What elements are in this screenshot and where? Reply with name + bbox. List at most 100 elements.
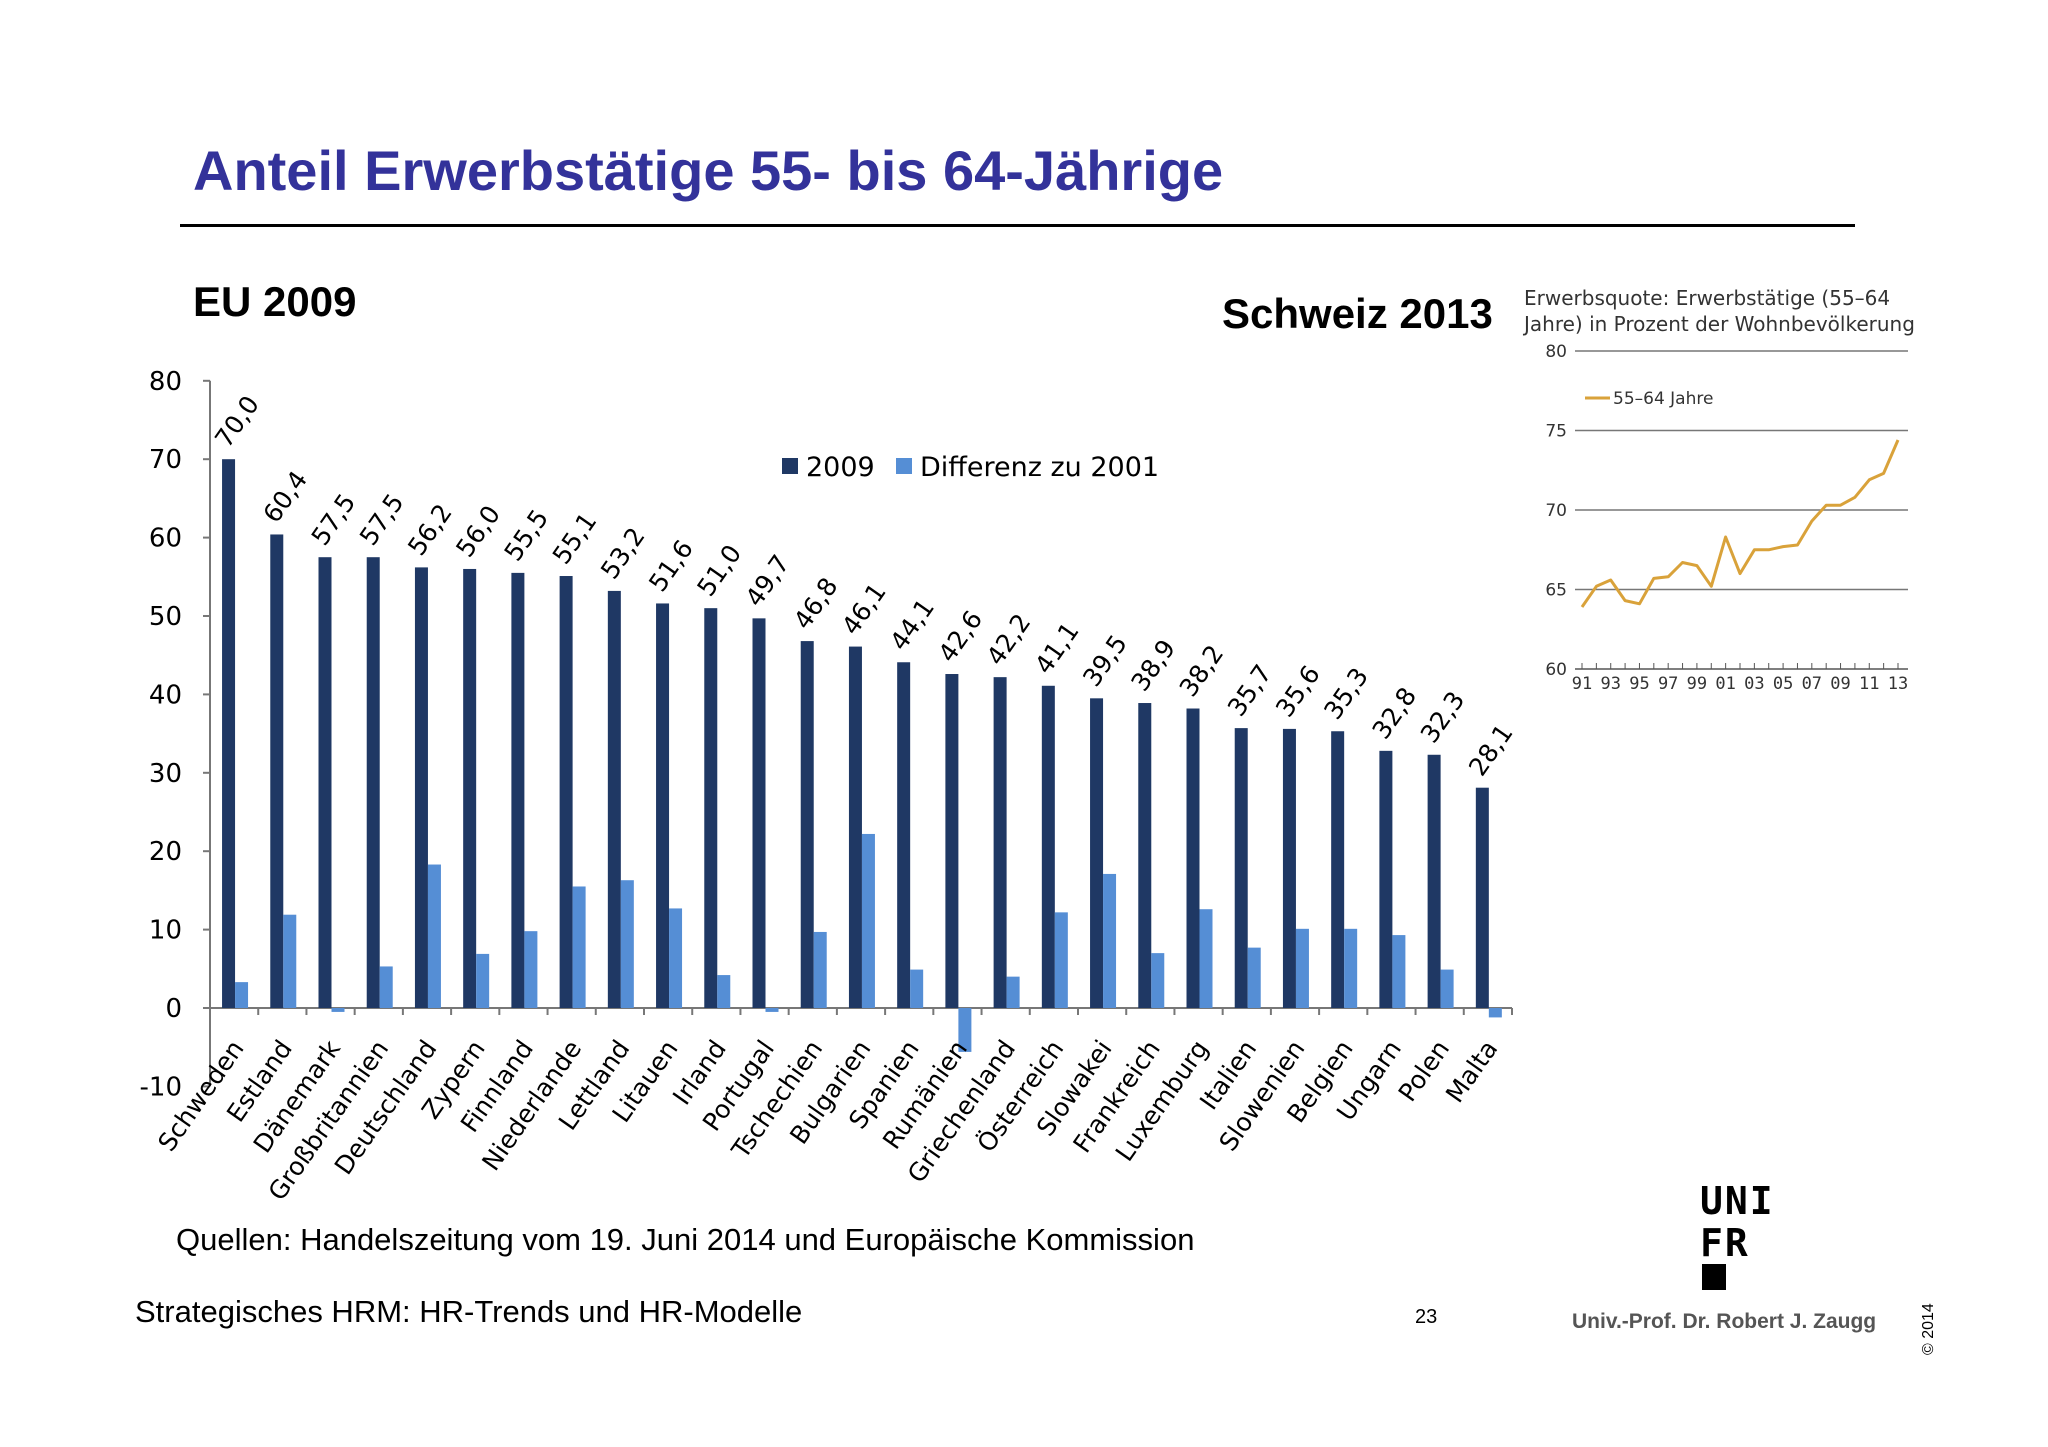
logo-text-uni: UNI	[1700, 1180, 1775, 1223]
bar-2009	[1282, 728, 1296, 1008]
bar-2009	[1427, 754, 1441, 1008]
bar-2009	[656, 603, 670, 1008]
bar-2009	[607, 590, 621, 1008]
ch-x-tick-label: 07	[1802, 674, 1822, 694]
logo-text-fr: FR	[1700, 1221, 1750, 1265]
bar-2009	[559, 576, 573, 1008]
bar-diff	[717, 975, 731, 1008]
bar-2009	[1331, 731, 1345, 1008]
bar-value-label: 35,3	[1318, 662, 1374, 724]
ch-x-tick-label: 95	[1629, 674, 1649, 694]
y-tick-label: 80	[149, 367, 182, 397]
bar-value-label: 38,2	[1174, 640, 1230, 702]
bar-diff	[1054, 912, 1068, 1008]
ch-chart-title: Jahre) in Prozent der Wohnbevölkerung	[1522, 312, 1915, 336]
y-tick-label: -10	[140, 1072, 182, 1102]
bar-diff	[765, 1008, 779, 1012]
legend-label-2009: 2009	[806, 452, 875, 483]
bar-value-label: 35,6	[1270, 660, 1326, 722]
bar-2009	[800, 641, 814, 1008]
eu-section-title: EU 2009	[193, 278, 357, 325]
bar-value-label: 51,6	[643, 535, 699, 597]
y-tick-label: 0	[165, 994, 182, 1024]
legend-label-diff: Differenz zu 2001	[920, 452, 1159, 483]
course-title: Strategisches HRM: HR-Trends und HR-Mode…	[135, 1294, 803, 1329]
bar-value-label: 55,5	[499, 504, 555, 566]
bar-value-label: 56,2	[402, 499, 458, 561]
bar-2009	[318, 557, 332, 1008]
legend-swatch-diff	[896, 458, 912, 474]
ch-series-line	[1580, 439, 1900, 608]
bar-2009	[1041, 685, 1055, 1008]
bar-diff	[1199, 909, 1213, 1008]
bar-diff	[958, 1008, 972, 1052]
page-number: 23	[1415, 1306, 1438, 1328]
bar-diff	[379, 966, 393, 1008]
bar-2009	[752, 618, 766, 1008]
ch-section-title: Schweiz 2013	[1222, 290, 1493, 337]
ch-x-tick-label: 11	[1859, 674, 1879, 694]
bar-value-label: 38,9	[1125, 634, 1181, 696]
y-tick-label: 10	[149, 916, 182, 946]
bar-2009	[993, 677, 1007, 1008]
ch-y-tick-label: 80	[1545, 342, 1567, 362]
source-note: Quellen: Handelszeitung vom 19. Juni 201…	[176, 1222, 1195, 1257]
bar-value-label: 57,5	[306, 488, 362, 550]
bar-value-label: 46,8	[788, 572, 844, 634]
bar-diff	[1103, 873, 1117, 1008]
bar-2009	[1138, 703, 1152, 1008]
bar-value-label: 42,2	[981, 608, 1037, 670]
ch-line-chart: Erwerbsquote: Erwerbstätige (55–64Jahre)…	[1522, 286, 1915, 694]
bar-diff	[910, 969, 924, 1008]
bar-diff	[331, 1008, 345, 1012]
bar-diff	[476, 953, 490, 1008]
bar-value-label: 49,7	[740, 550, 796, 612]
ch-legend-label: 55–64 Jahre	[1613, 389, 1713, 409]
y-tick-label: 40	[149, 680, 182, 710]
bar-value-label: 44,1	[884, 593, 940, 655]
ch-x-tick-label: 09	[1830, 674, 1850, 694]
bar-diff	[1344, 928, 1358, 1008]
ch-x-tick-label: 93	[1600, 674, 1620, 694]
legend-swatch-2009	[782, 458, 798, 474]
ch-x-tick-label: 91	[1572, 674, 1592, 694]
bar-2009	[1186, 708, 1200, 1008]
bar-2009	[1090, 698, 1104, 1008]
bar-diff	[861, 833, 875, 1008]
bar-value-label: 51,0	[691, 539, 747, 601]
bar-value-label: 35,7	[1222, 659, 1278, 721]
bar-2009	[897, 662, 911, 1008]
y-tick-label: 70	[149, 445, 182, 475]
bar-diff	[1006, 976, 1020, 1008]
bar-2009	[366, 557, 380, 1008]
bar-diff	[620, 880, 634, 1008]
ch-x-tick-label: 99	[1687, 674, 1707, 694]
bar-2009	[414, 567, 428, 1008]
bar-diff	[1295, 928, 1309, 1008]
copyright-note: © 2014	[1920, 1303, 1937, 1355]
bar-diff	[1488, 1008, 1502, 1018]
bar-2009	[222, 459, 236, 1008]
eu-bar-chart: -100102030405060708070,0Schweden60,4Estl…	[140, 367, 1519, 1206]
bar-diff	[669, 908, 683, 1008]
bar-2009	[1379, 750, 1393, 1008]
ch-x-tick-label: 13	[1888, 674, 1908, 694]
unifr-logo: UNI FR	[1700, 1180, 1775, 1290]
bar-2009	[945, 674, 959, 1008]
bar-value-label: 46,1	[836, 578, 892, 640]
bar-2009	[511, 572, 525, 1008]
bar-diff	[235, 982, 249, 1008]
bar-value-label: 41,1	[1029, 617, 1085, 679]
bar-2009	[704, 608, 718, 1008]
bar-value-label: 60,4	[257, 466, 313, 528]
bar-diff	[283, 914, 297, 1008]
ch-y-tick-label: 60	[1545, 660, 1567, 680]
ch-y-tick-label: 65	[1545, 581, 1567, 601]
slide-title: Anteil Erwerbstätige 55- bis 64-Jährige	[193, 139, 1224, 202]
bar-diff	[813, 931, 827, 1008]
bar-value-label: 57,5	[354, 488, 410, 550]
title-divider	[180, 224, 1855, 227]
ch-x-tick-label: 01	[1715, 674, 1735, 694]
bar-diff	[427, 864, 441, 1008]
